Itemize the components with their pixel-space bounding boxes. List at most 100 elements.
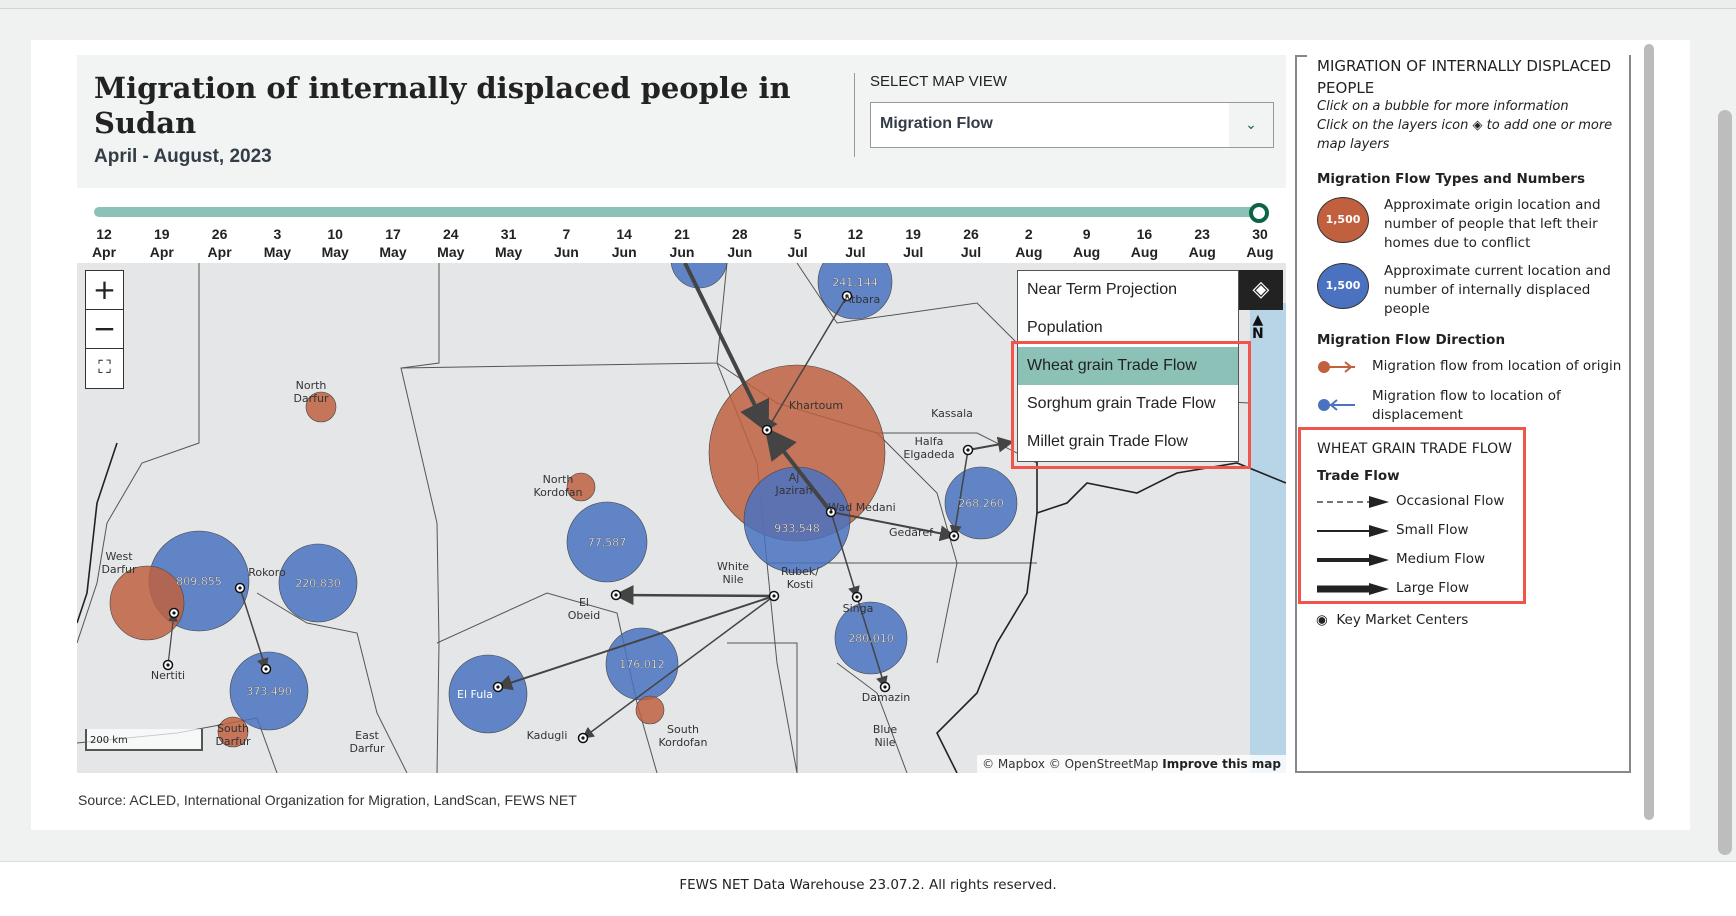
layers-icon: ◈ [1472,118,1483,133]
place-label: Kassala [931,407,973,420]
map[interactable]: 241,144 933,548 268,260 77,587 809,855 220,83… [77,263,1286,773]
place-label: Aj Jazirah [774,471,812,497]
timeline-tick[interactable]: 21 Jun [669,226,695,260]
place-label: North Darfur [293,379,329,405]
market-center-icon[interactable] [610,589,622,601]
timeline-tick[interactable]: 5 Jul [787,226,808,260]
layer-millet-trade-flow[interactable]: Millet grain Trade Flow [1027,433,1188,450]
trade-flow-label: Medium Flow [1396,551,1486,567]
timeline-slider-track[interactable] [94,207,1260,217]
displacement-bubble[interactable] [834,601,908,675]
market-center-icon[interactable] [841,290,853,302]
origin-bubble[interactable] [305,391,337,423]
trade-flow-arrow [167,611,178,666]
source-note: Source: ACLED, International Organizatio… [78,792,577,808]
hint-layers-b: to add one or more map layers [1317,118,1613,152]
timeline-tick[interactable]: 17 May [379,226,407,260]
timeline-tick[interactable]: 24 May [437,226,465,260]
market-center-icon[interactable] [162,659,174,671]
market-center-icon[interactable] [768,590,780,602]
place-label: Halfa Elgadeda [903,435,954,461]
trade-flow-arrow-icon [1317,554,1389,566]
trade-flow-arrow [856,596,888,689]
hint-layers-a: Click on the layers icon [1317,118,1469,133]
market-center-icon[interactable] [577,732,589,744]
market-center-icon[interactable] [168,607,180,619]
trade-flow-arrow [764,426,833,514]
page-title: Migration of internally displaced people… [94,71,791,140]
zoom-out-button[interactable]: − [86,310,123,349]
displacement-bubble[interactable] [229,651,309,731]
zoom-in-button[interactable]: + [86,271,123,310]
timeline-slider-handle[interactable] [1249,203,1269,223]
timeline-tick[interactable]: 31 May [494,226,523,260]
trade-flow-arrow [830,511,860,599]
timeline-tick[interactable]: 26 Jul [960,226,982,260]
market-center-icon[interactable] [851,591,863,603]
layers-icon[interactable]: ◈ [1239,270,1283,310]
displacement-bubble[interactable] [817,263,893,320]
timeline-tick[interactable]: 7 Jun [553,226,579,260]
bubble-value: 220,830 [295,577,341,590]
origin-bubble[interactable] [109,565,185,641]
timeline-tick[interactable]: 2 Aug [1015,226,1043,260]
window-scrollbar[interactable] [1718,110,1732,855]
timeline-tick[interactable]: 19 Apr [149,226,174,260]
market-center-icon[interactable] [962,444,974,456]
timeline-tick[interactable]: 30 Aug [1246,226,1274,260]
displacement-bubble[interactable] [278,543,358,623]
place-label: El Obeid [568,596,600,622]
origin-bubble-icon: 1,500 [1317,197,1369,243]
improve-map-link[interactable]: Improve this map [1162,757,1281,771]
place-label: White Nile [717,560,749,586]
bubble-value: 933,548 [774,522,820,535]
origin-bubble[interactable] [217,716,249,748]
displacement-bubble[interactable] [566,501,648,583]
trade-flow-arrow-icon [1317,496,1389,508]
place-label: El Fula [457,688,493,701]
market-center-icon[interactable] [761,424,773,436]
types-heading: Migration Flow Types and Numbers [1317,171,1585,187]
market-center-icon[interactable] [879,681,891,693]
displacement-bubble[interactable] [448,654,528,734]
timeline-tick[interactable]: 12 Jul [845,226,866,260]
map-canvas[interactable]: 241,144 933,548 268,260 77,587 809,855 220,83… [77,263,1286,773]
market-center-icon[interactable] [234,582,246,594]
origin-bubble[interactable] [566,472,596,502]
timeline-tick[interactable]: 16 Aug [1130,226,1158,260]
key-market-centers: ◉ Key Market Centers [1316,612,1468,628]
market-center-icon[interactable] [948,530,960,542]
market-center-icon[interactable] [825,506,837,518]
panel-scrollbar[interactable] [1644,44,1654,820]
layer-sorghum-trade-flow[interactable]: Sorghum grain Trade Flow [1027,395,1216,412]
timeline-tick[interactable]: 3 May [263,226,291,260]
map-attribution: © Mapbox © OpenStreetMap Improve this ma… [977,755,1286,773]
market-center-icon[interactable] [260,663,272,675]
attribution-text[interactable]: © Mapbox © OpenStreetMap [982,757,1159,771]
trade-flow-arrow [766,295,848,432]
trade-flow-arrow-icon [1317,525,1389,537]
timeline-tick[interactable]: 26 Apr [207,226,232,260]
timeline-tick[interactable]: 12 Apr [91,226,117,260]
chevron-down-icon[interactable]: ⌄ [1229,103,1273,147]
layers-menu: Near Term Projection Population Wheat gr… [1017,270,1239,462]
timeline-tick[interactable]: 14 Jun [611,226,637,260]
layer-near-term-projection[interactable]: Near Term Projection [1027,281,1177,298]
north-arrow-icon: ▲ N [1252,312,1264,342]
fullscreen-button[interactable]: ⛶ [98,357,111,378]
scale-bar: 200 km [85,729,203,751]
timeline-tick[interactable]: 9 Aug [1072,226,1101,260]
place-label: Kadugli [527,729,568,742]
map-view-select[interactable]: Migration Flow ⌄ [870,102,1274,148]
timeline-tick[interactable]: 23 Aug [1188,226,1216,260]
place-label: Rokoro [248,566,286,579]
market-center-icon[interactable] [492,681,504,693]
timeline-tick[interactable]: 28 Jun [727,226,753,260]
displacement-bubble[interactable] [670,263,728,289]
layer-population[interactable]: Population [1027,319,1103,336]
origin-bubble[interactable] [635,695,665,725]
country-border [77,393,1286,773]
timeline-tick[interactable]: 10 May [321,226,349,260]
layer-wheat-trade-flow[interactable]: Wheat grain Trade Flow [1018,347,1238,385]
timeline-tick[interactable]: 19 Jul [903,226,924,260]
